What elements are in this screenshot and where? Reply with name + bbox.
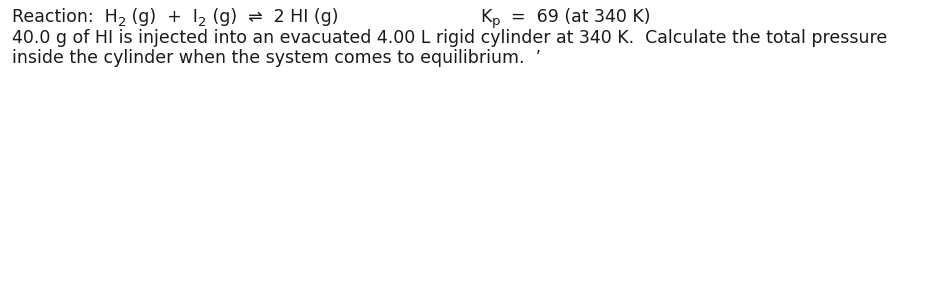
Text: Reaction:  H: Reaction: H [12, 8, 118, 26]
Text: K: K [480, 8, 491, 26]
Text: (g)  +  I: (g) + I [126, 8, 198, 26]
Text: =  69 (at 340 K): = 69 (at 340 K) [500, 8, 650, 26]
Text: 2: 2 [198, 16, 206, 29]
Text: 2: 2 [118, 16, 126, 29]
Text: (g)  ⇌  2 HI (g): (g) ⇌ 2 HI (g) [206, 8, 338, 26]
Text: inside the cylinder when the system comes to equilibrium.  ʼ: inside the cylinder when the system come… [12, 49, 541, 67]
Text: p: p [491, 16, 500, 29]
Text: 40.0 g of HI is injected into an evacuated 4.00 L rigid cylinder at 340 K.  Calc: 40.0 g of HI is injected into an evacuat… [12, 29, 887, 47]
